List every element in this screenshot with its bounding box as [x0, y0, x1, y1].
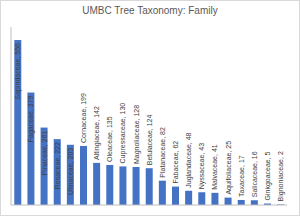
svg-text:Bignoniaceae, 2: Bignoniaceae, 2 [277, 151, 285, 201]
svg-text:Ginkgoaceae, 5: Ginkgoaceae, 5 [264, 151, 272, 200]
svg-text:Sapindaceae, 556: Sapindaceae, 556 [14, 43, 22, 100]
svg-text:Fagaceae, 379: Fagaceae, 379 [27, 95, 35, 142]
svg-text:Cornaceae, 199: Cornaceae, 199 [80, 93, 87, 143]
svg-text:Altingiaceae, 142: Altingiaceae, 142 [93, 106, 101, 160]
svg-text:Platanaceae, 82: Platanaceae, 82 [159, 127, 166, 178]
svg-text:Salicaceae, 16: Salicaceae, 16 [251, 151, 258, 197]
svg-text:Aquifoliaceae, 25: Aquifoliaceae, 25 [225, 141, 233, 195]
svg-text:Cupressaceae, 130: Cupressaceae, 130 [119, 103, 127, 164]
svg-text:Malvaceae, 41: Malvaceae, 41 [211, 144, 218, 190]
svg-text:Magnoliaceae, 128: Magnoliaceae, 128 [133, 105, 141, 164]
html-text:UMBC Tree Taxonomy: Family: UMBC Tree Taxonomy: Family [82, 5, 218, 16]
svg-text:Pinaceae, 261: Pinaceae, 261 [41, 130, 48, 175]
svg-text:Taxaceae, 17: Taxaceae, 17 [238, 155, 245, 197]
svg-text:Betulaceae, 124: Betulaceae, 124 [146, 115, 153, 166]
svg-text:Juglandaceae, 48: Juglandaceae, 48 [185, 132, 193, 187]
svg-text:Oleaceae, 135: Oleaceae, 135 [106, 116, 113, 162]
svg-text:Fabaceae, 62: Fabaceae, 62 [172, 141, 179, 184]
svg-text:Nyssaceae, 43: Nyssaceae, 43 [198, 143, 206, 189]
svg-text:Ulmaceae, 203: Ulmaceae, 203 [67, 148, 74, 195]
svg-text:Rosaceae, 222: Rosaceae, 222 [54, 142, 61, 189]
